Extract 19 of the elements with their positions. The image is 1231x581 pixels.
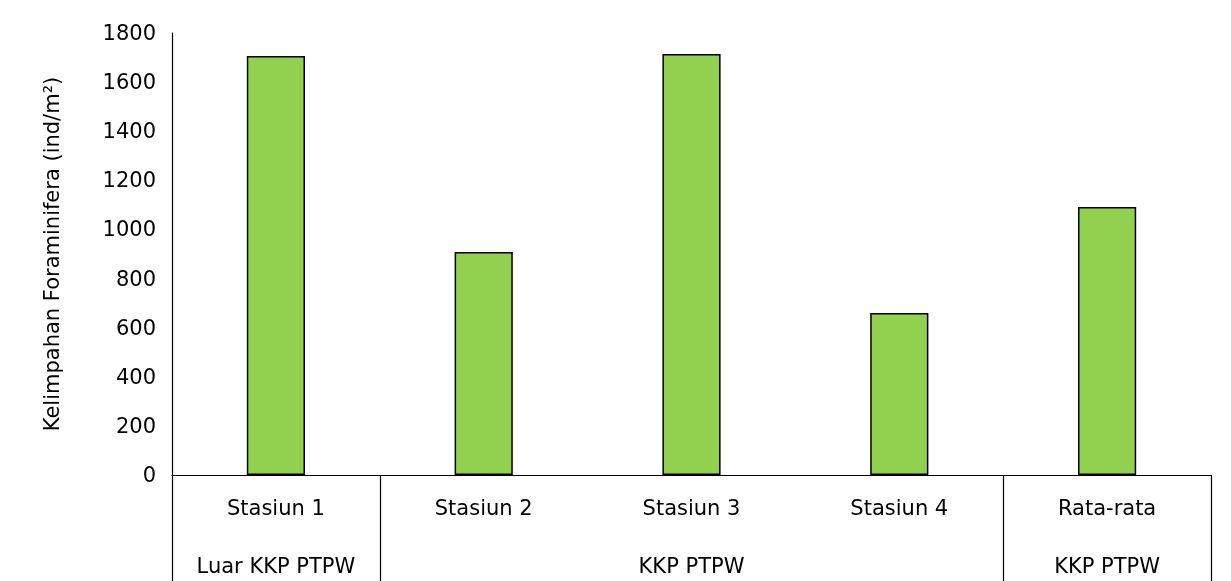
x-tick-label: Stasiun 4	[850, 495, 949, 520]
text: KKP PTPW	[1054, 553, 1161, 578]
y-tick-label: 800	[115, 266, 156, 291]
x-tick-label: Stasiun 1	[226, 495, 325, 520]
y-tick-label: 1400	[102, 119, 156, 144]
text: KKP PTPW	[638, 553, 745, 578]
text: Luar KKP PTPW	[196, 553, 356, 578]
y-tick-label: 1000	[102, 217, 156, 242]
y-tick-label: 200	[115, 413, 156, 438]
y-tick-label: 0	[142, 463, 156, 487]
y-axis-title: Kelimpahan Foraminifera (ind/m²)	[39, 76, 64, 432]
y-tick-label: 400	[115, 364, 156, 389]
x-tick-label: Rata-rata	[1057, 495, 1157, 520]
y-tick-label: 1200	[102, 168, 156, 193]
x-tick-label: Stasiun 3	[642, 495, 741, 520]
y-tick-label: 600	[115, 315, 156, 340]
y-tick-label: 1600	[102, 70, 156, 95]
x-tick-label: Stasiun 2	[434, 495, 533, 520]
y-tick-label: 1800	[102, 21, 156, 45]
